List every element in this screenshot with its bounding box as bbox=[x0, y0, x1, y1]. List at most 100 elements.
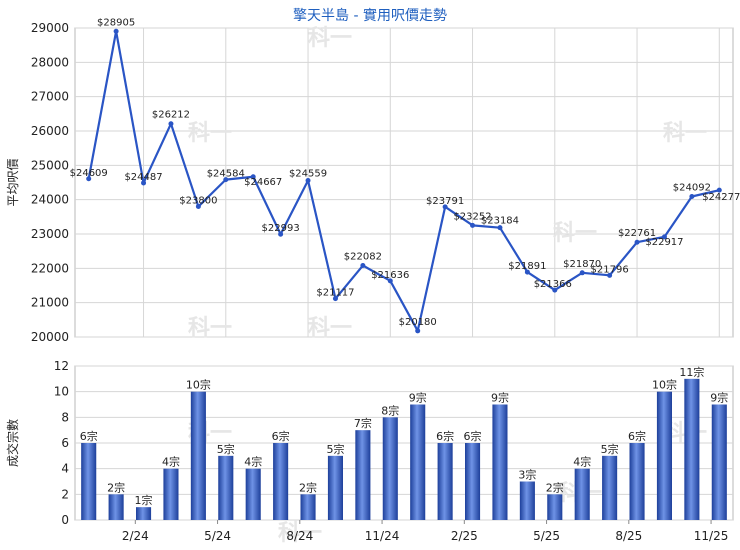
data-point bbox=[661, 234, 667, 240]
bar bbox=[437, 443, 453, 520]
bar bbox=[602, 455, 618, 520]
data-point bbox=[195, 204, 201, 210]
data-point bbox=[579, 270, 585, 276]
bar-label: 2宗 bbox=[546, 480, 564, 494]
x-tick-label: 8/25 bbox=[615, 529, 642, 543]
y-tick-label: 22000 bbox=[31, 261, 69, 275]
data-label: $20180 bbox=[399, 317, 437, 328]
y-tick-label: 2 bbox=[61, 487, 69, 501]
watermark: 科一 bbox=[553, 221, 597, 246]
y-axis-title: 成交宗數 bbox=[5, 419, 20, 467]
y-tick-label: 0 bbox=[61, 513, 69, 527]
bar bbox=[410, 404, 426, 520]
data-label: $24609 bbox=[70, 168, 108, 179]
x-tick-label: 11/25 bbox=[694, 529, 729, 543]
data-point bbox=[607, 272, 613, 278]
x-tick-label: 8/24 bbox=[286, 529, 313, 543]
data-label: $22761 bbox=[618, 228, 656, 239]
y-tick-label: 8 bbox=[61, 410, 69, 424]
bar-label: 8宗 bbox=[381, 403, 399, 417]
y-tick-label: 28000 bbox=[31, 55, 69, 69]
y-axis-title: 平均呎價 bbox=[6, 158, 20, 206]
bar-label: 9宗 bbox=[491, 391, 509, 405]
data-label: $21870 bbox=[563, 259, 601, 270]
watermark: 科一 bbox=[278, 521, 322, 546]
data-label: $23184 bbox=[481, 216, 519, 227]
data-point bbox=[250, 174, 256, 180]
bar bbox=[547, 494, 563, 520]
bar-label: 4宗 bbox=[244, 455, 262, 469]
data-point bbox=[305, 177, 311, 183]
data-label: $23800 bbox=[179, 196, 217, 207]
data-label: $26212 bbox=[152, 110, 190, 121]
watermark: 科一 bbox=[188, 316, 232, 341]
data-point bbox=[497, 225, 503, 231]
data-label: $23791 bbox=[426, 196, 464, 207]
bar-label: 10宗 bbox=[186, 378, 211, 392]
chart-title: 擎天半島 - 實用呎價走勢 bbox=[293, 7, 447, 24]
bar bbox=[136, 507, 152, 520]
x-tick-label: 11/24 bbox=[365, 529, 400, 543]
data-label: $24092 bbox=[673, 183, 711, 194]
bar bbox=[492, 404, 508, 520]
y-tick-label: 25000 bbox=[31, 158, 69, 172]
watermark: 科一 bbox=[308, 26, 352, 51]
bar-label: 2宗 bbox=[299, 480, 317, 494]
data-point bbox=[141, 180, 147, 186]
data-label: $24487 bbox=[124, 172, 162, 183]
bar-label: 6宗 bbox=[272, 429, 290, 443]
data-point bbox=[634, 239, 640, 245]
data-label: $24277 bbox=[702, 192, 740, 203]
x-tick-label: 5/24 bbox=[204, 529, 231, 543]
data-point bbox=[689, 194, 695, 200]
data-point bbox=[524, 269, 530, 275]
y-tick-label: 26000 bbox=[31, 124, 69, 138]
bar-label: 11宗 bbox=[679, 365, 704, 379]
data-label: $23252 bbox=[453, 211, 491, 222]
bar bbox=[382, 417, 398, 520]
x-tick-label: 5/25 bbox=[533, 529, 560, 543]
data-label: $21117 bbox=[316, 288, 354, 299]
bar-label: 4宗 bbox=[573, 455, 591, 469]
price-line-chart: 20000 21000 22000 23000 24000 25000 26000 27000… bbox=[6, 17, 740, 344]
data-point bbox=[470, 222, 476, 228]
data-point bbox=[223, 177, 229, 183]
y-tick-label: 23000 bbox=[31, 227, 69, 241]
bar bbox=[218, 455, 234, 520]
watermark: 科一 bbox=[308, 316, 352, 341]
bar bbox=[574, 468, 590, 520]
data-point bbox=[360, 263, 366, 269]
bar-label: 6宗 bbox=[80, 429, 98, 443]
bar bbox=[684, 378, 700, 520]
y-tick-label: 21000 bbox=[31, 296, 69, 310]
watermark: 科一 bbox=[188, 121, 232, 146]
bar bbox=[465, 443, 481, 520]
y-tick-label: 6 bbox=[61, 436, 69, 450]
bar bbox=[108, 494, 124, 520]
y-tick-label: 29000 bbox=[31, 21, 69, 35]
data-label: $24584 bbox=[207, 169, 245, 180]
data-point bbox=[278, 231, 284, 237]
data-point bbox=[113, 28, 119, 34]
bar bbox=[190, 391, 206, 520]
bar-label: 7宗 bbox=[354, 416, 372, 430]
y-tick-label: 12 bbox=[54, 359, 69, 373]
bar-label: 9宗 bbox=[409, 391, 427, 405]
data-point bbox=[332, 296, 338, 302]
data-point bbox=[387, 278, 393, 284]
bar-label: 1宗 bbox=[135, 493, 153, 507]
bar bbox=[519, 481, 535, 520]
watermark: 科一 bbox=[663, 121, 707, 146]
bar bbox=[656, 391, 672, 520]
x-tick-label: 2/25 bbox=[451, 529, 478, 543]
plot-area-top bbox=[74, 27, 734, 338]
data-label: $24559 bbox=[289, 168, 327, 179]
bar-label: 5宗 bbox=[601, 442, 619, 456]
bar-label: 2宗 bbox=[107, 480, 125, 494]
y-tick-label: 27000 bbox=[31, 90, 69, 104]
bar-label: 6宗 bbox=[464, 429, 482, 443]
y-tick-label: 4 bbox=[61, 462, 69, 476]
data-label: $22082 bbox=[344, 252, 382, 263]
bar-label: 10宗 bbox=[652, 378, 677, 392]
